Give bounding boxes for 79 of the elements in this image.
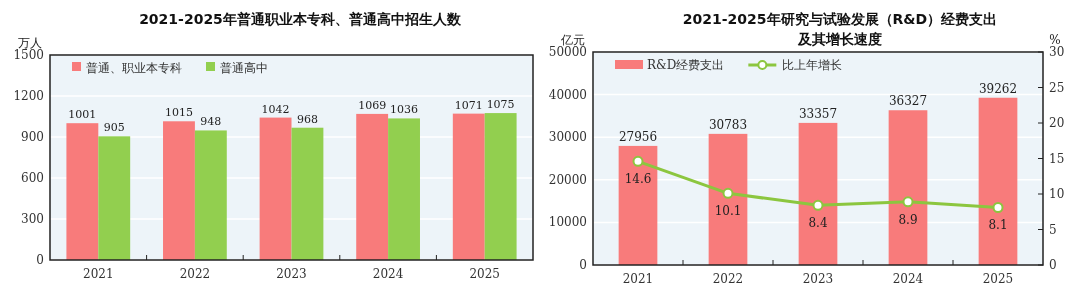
y-tick-label: 20000 xyxy=(548,172,587,187)
data-label: 36327 xyxy=(888,94,928,109)
y-axis-title: 万人 xyxy=(18,36,42,50)
data-label: 39262 xyxy=(978,81,1018,96)
x-tick-label: 2022 xyxy=(712,272,744,286)
y2-tick-label: 20 xyxy=(1049,116,1065,130)
x-tick-label: 2023 xyxy=(276,267,307,281)
data-label: 8.1 xyxy=(988,218,1008,233)
bar xyxy=(291,127,324,260)
data-label: 27956 xyxy=(618,129,658,144)
legend-label: 比上年增长 xyxy=(782,58,843,72)
x-tick-label: 2024 xyxy=(372,267,404,281)
y-tick-label: 40000 xyxy=(548,87,587,102)
legend-label: 普通高中 xyxy=(220,61,268,75)
y2-tick-label: 30 xyxy=(1049,45,1065,59)
point xyxy=(812,199,824,211)
x-tick-label: 2024 xyxy=(892,272,924,286)
data-label: 1036 xyxy=(390,103,419,117)
bar xyxy=(356,113,389,260)
y2-tick-label: 15 xyxy=(1049,151,1065,166)
chart-title: 2021-2025年普通职业本专科、普通高中招生人数 xyxy=(139,11,462,27)
y-tick-label: 1200 xyxy=(13,89,44,103)
x-tick-label: 2022 xyxy=(179,267,211,281)
data-label: 10.1 xyxy=(714,204,742,219)
data-label: 1075 xyxy=(486,98,515,112)
data-label: 948 xyxy=(200,115,222,129)
data-label: 1001 xyxy=(68,108,97,122)
比上年增长: 14.6 10.1 8.4 8.9 8.1 xyxy=(624,155,1008,233)
data-label: 1069 xyxy=(358,98,387,112)
x-tick-label: 2023 xyxy=(802,272,834,286)
y-tick-label: 0 xyxy=(36,253,44,267)
y2-tick-label: 25 xyxy=(1049,80,1065,95)
bar xyxy=(978,97,1018,265)
point xyxy=(632,155,644,167)
x-tick-label: 2021 xyxy=(622,272,654,286)
bar xyxy=(798,122,838,265)
y-axis-title: 亿元 xyxy=(560,33,585,47)
y2-axis-title: % xyxy=(1049,33,1061,47)
data-label: 968 xyxy=(296,112,318,126)
chart-title: 2021-2025年研究与试验发展（R&D）经费支出及其增长速度 xyxy=(682,11,998,47)
data-label: 8.9 xyxy=(898,212,918,227)
bar xyxy=(484,113,517,260)
bar xyxy=(888,110,928,265)
x-tick-label: 2025 xyxy=(469,267,500,281)
data-label: 1042 xyxy=(261,102,290,116)
bar xyxy=(618,145,658,265)
x-tick-label: 2021 xyxy=(83,267,114,281)
data-label: 1015 xyxy=(164,106,193,120)
legend-label: 普通、职业本专科 xyxy=(86,61,182,75)
y-tick-label: 1500 xyxy=(13,48,44,62)
bar xyxy=(194,130,227,260)
bar xyxy=(163,121,195,260)
bar xyxy=(66,123,99,260)
y-tick-label: 30000 xyxy=(548,130,587,145)
bar xyxy=(452,113,485,260)
x-tick-label: 2025 xyxy=(982,272,1014,286)
bar xyxy=(708,133,748,265)
bar xyxy=(388,118,420,260)
y-tick-label: 600 xyxy=(21,171,44,185)
y-tick-label: 900 xyxy=(21,130,44,144)
legend-label: R&D经费支出 xyxy=(647,58,725,72)
data-label: 14.6 xyxy=(624,172,652,187)
data-label: 1071 xyxy=(454,98,483,112)
y2-tick-label: 5 xyxy=(1049,222,1057,237)
data-label: 905 xyxy=(103,121,125,135)
y-tick-label: 50000 xyxy=(548,45,587,59)
data-label: 8.4 xyxy=(808,216,828,231)
y-tick-label: 300 xyxy=(21,212,44,226)
y-tick-label: 0 xyxy=(579,258,587,272)
data-label: 33357 xyxy=(798,106,838,121)
point xyxy=(722,187,734,199)
bar xyxy=(259,117,292,260)
point xyxy=(992,201,1004,213)
point xyxy=(902,196,914,208)
bar xyxy=(98,136,131,260)
y-tick-label: 10000 xyxy=(548,215,587,230)
data-label: 30783 xyxy=(708,117,748,132)
y2-tick-label: 10 xyxy=(1049,187,1065,201)
y2-tick-label: 0 xyxy=(1049,258,1057,272)
